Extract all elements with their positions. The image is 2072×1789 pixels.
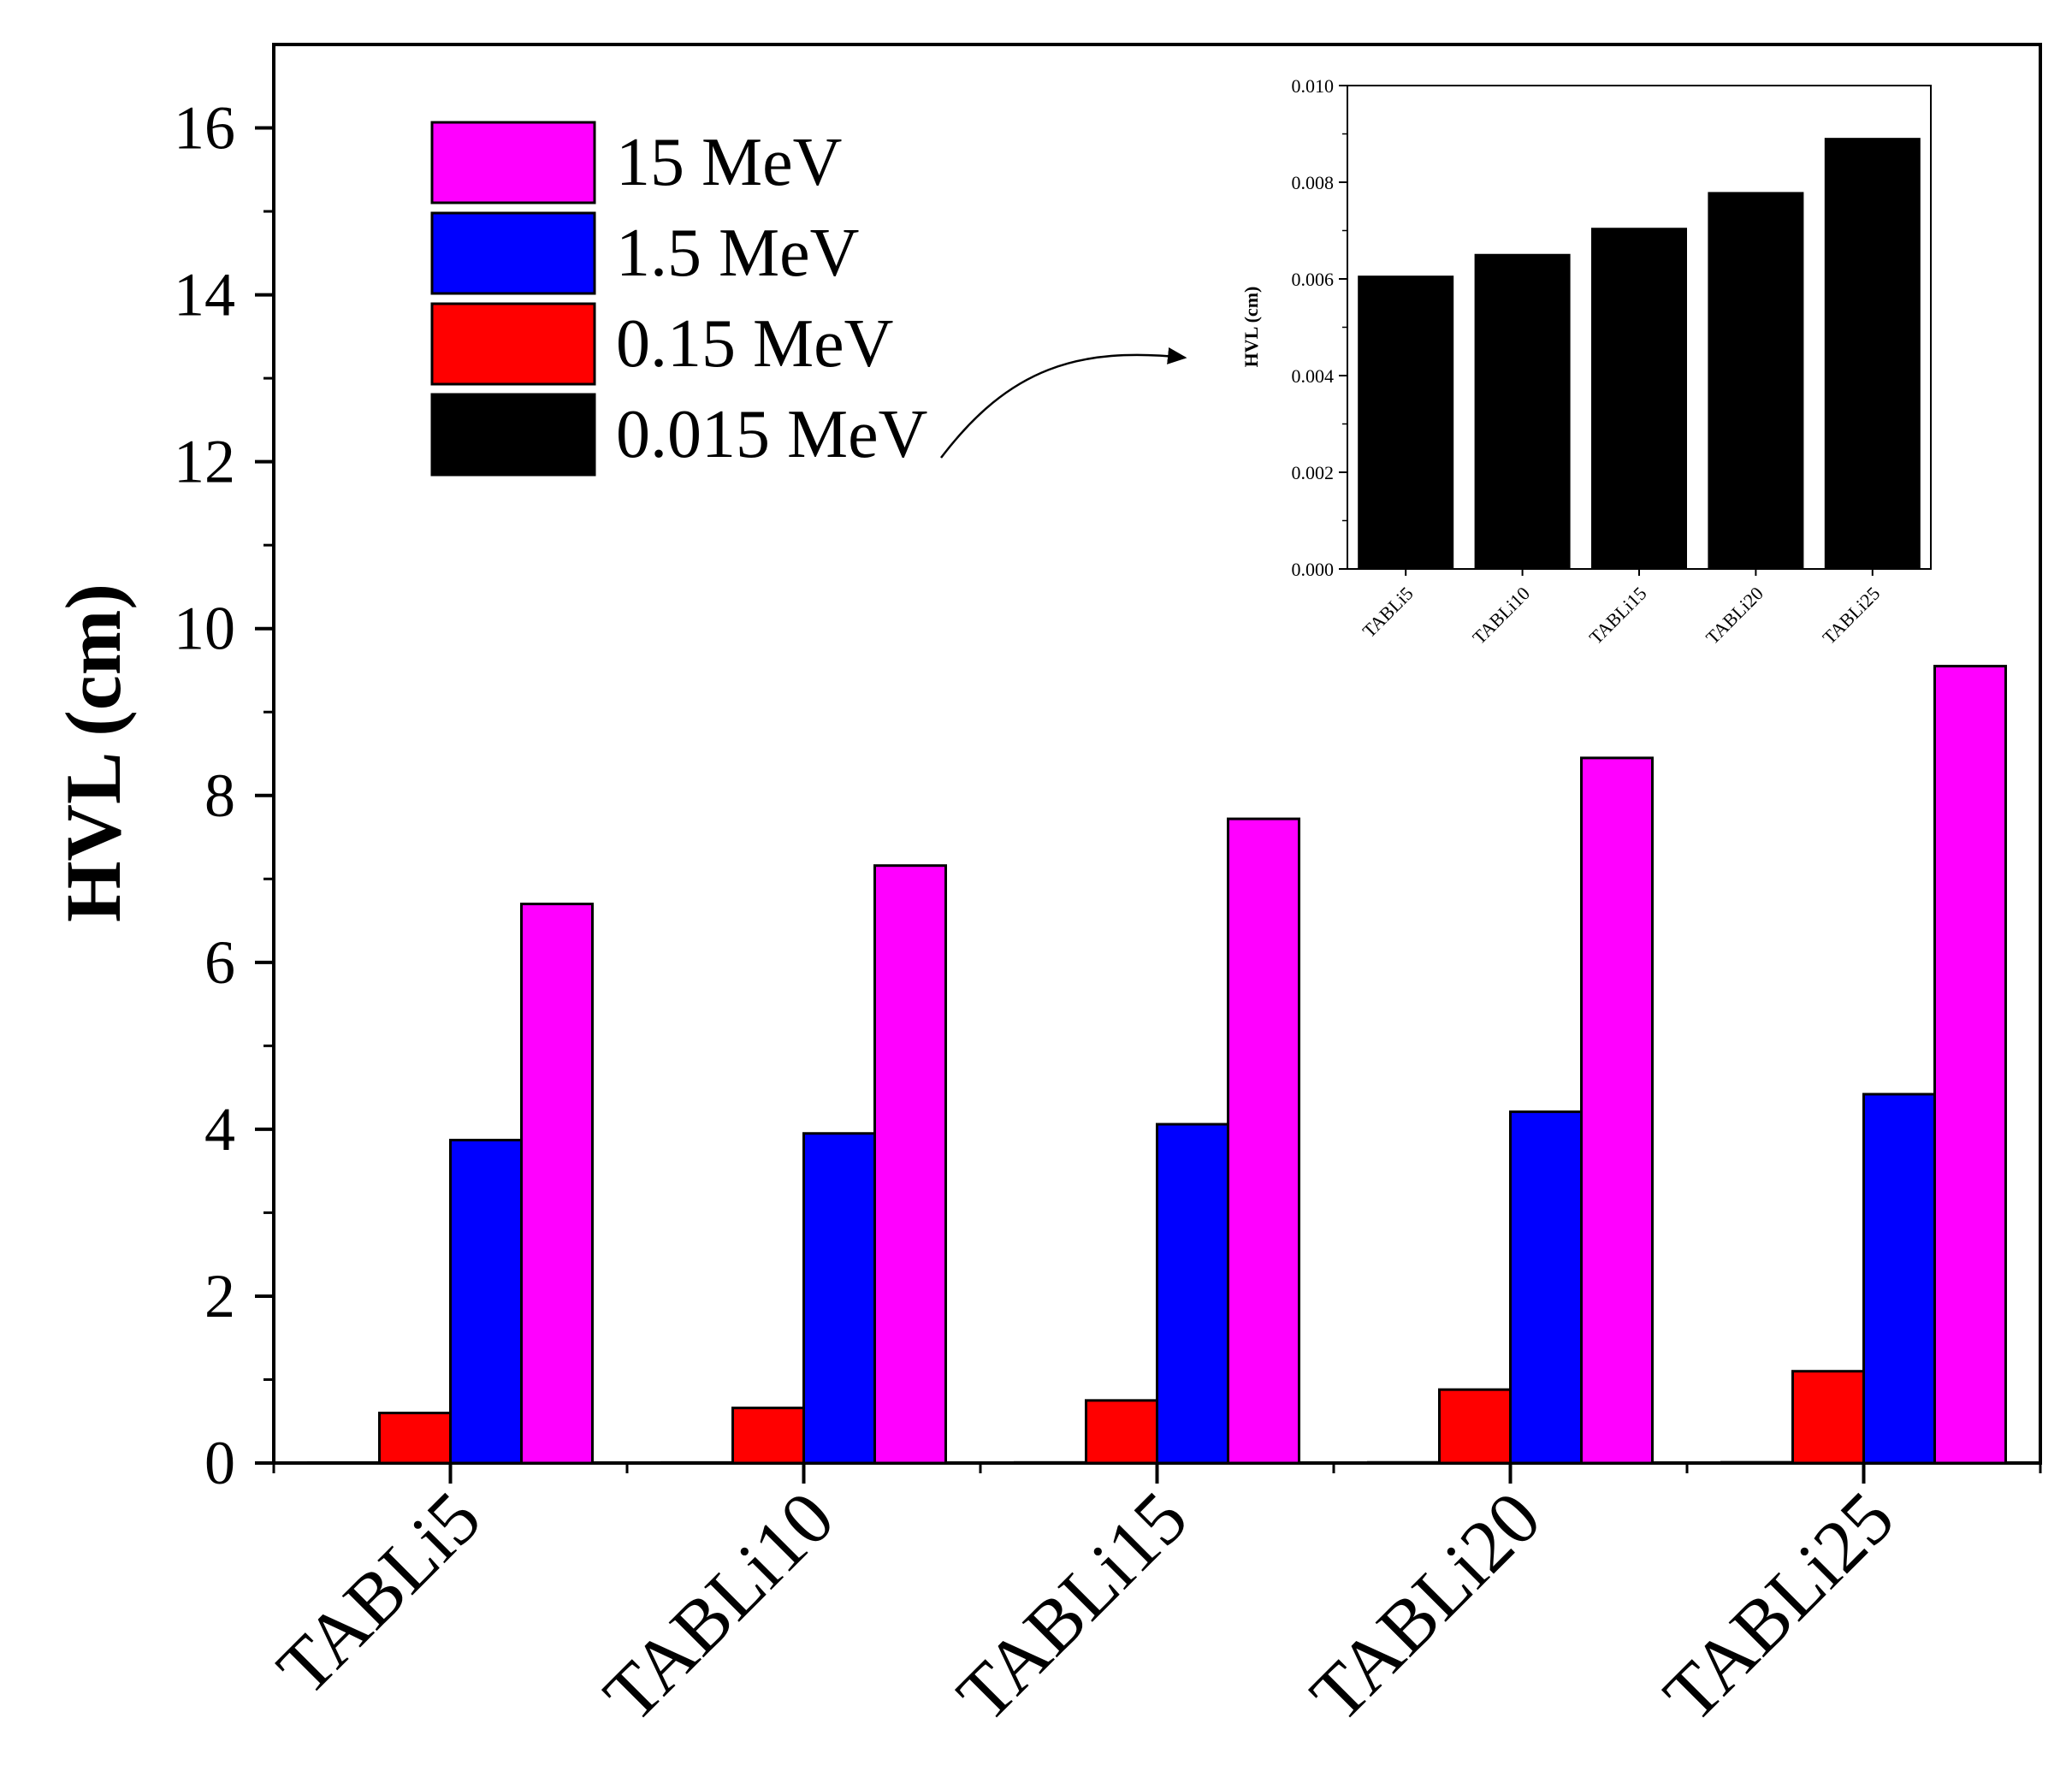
x-tick-label: TABLi15 bbox=[942, 1477, 1204, 1739]
inset-x-tick-label: TABLi5 bbox=[1359, 583, 1418, 642]
inset-y-axis-label: HVL (cm) bbox=[1240, 287, 1262, 368]
x-tick-label: TABLi10 bbox=[589, 1477, 850, 1739]
inset-x-tick-label: TABLi15 bbox=[1585, 583, 1651, 649]
y-tick-label: 10 bbox=[174, 595, 235, 663]
y-axis-label: HVL (cm) bbox=[50, 583, 137, 922]
bar-0-015-mev-tabli25 bbox=[1720, 1460, 1794, 1465]
legend-swatch-0-015-mev bbox=[430, 393, 596, 477]
legend-swatch-1-5-mev bbox=[430, 211, 596, 295]
y-tick-label: 4 bbox=[204, 1095, 235, 1164]
y-tick-label: 16 bbox=[174, 94, 235, 163]
y-tick-label: 8 bbox=[204, 761, 235, 830]
inset-pointer-arrow bbox=[940, 347, 1187, 459]
bar-0-015-mev-tabli20 bbox=[1367, 1460, 1441, 1465]
inset-y-tick-label: 0.010 bbox=[1292, 75, 1335, 97]
bar-0-015-mev-tabli15 bbox=[1014, 1460, 1087, 1465]
y-tick-label: 14 bbox=[174, 261, 235, 329]
bar-15-mev-tabli15 bbox=[1227, 817, 1300, 1465]
inset-y-tick-label: 0.006 bbox=[1292, 269, 1335, 290]
bar-0-15-mev-tabli20 bbox=[1438, 1388, 1512, 1465]
inset-y-tick-label: 0.004 bbox=[1292, 365, 1335, 387]
x-tick-label: TABLi25 bbox=[1649, 1477, 1910, 1739]
inset-chart: 0.000 0.002 0.004 0.006 0.008 0.010 TABLi5 TABL… bbox=[1240, 75, 1932, 649]
y-tick-label: 2 bbox=[204, 1262, 235, 1330]
inset-y-tick-label: 0.008 bbox=[1292, 172, 1335, 193]
bar-0-15-mev-tabli5 bbox=[378, 1411, 452, 1465]
bar-15-mev-tabli25 bbox=[1933, 665, 2007, 1465]
inset-x-tick-label: TABLi25 bbox=[1818, 583, 1884, 649]
bar-0-15-mev-tabli10 bbox=[731, 1407, 805, 1465]
inset-x-tick-label: TABLi20 bbox=[1702, 583, 1767, 649]
bar-1-5-mev-tabli25 bbox=[1862, 1093, 1936, 1465]
inset-y-tick-label: 0.002 bbox=[1292, 462, 1335, 483]
bar-0-015-mev-tabli10 bbox=[660, 1460, 734, 1465]
inset-bar-tabli25 bbox=[1824, 138, 1921, 570]
bar-1-5-mev-tabli5 bbox=[449, 1139, 523, 1465]
legend-label: 0.015 MeV bbox=[616, 397, 927, 472]
bar-1-5-mev-tabli10 bbox=[802, 1132, 876, 1465]
inset-bar-tabli15 bbox=[1591, 228, 1687, 570]
legend-swatch-0-15-mev bbox=[430, 302, 596, 386]
bar-0-015-mev-tabli5 bbox=[307, 1460, 381, 1465]
x-tick-label: TABLi5 bbox=[262, 1477, 496, 1711]
bar-1-5-mev-tabli20 bbox=[1509, 1110, 1583, 1465]
legend-label: 0.15 MeV bbox=[616, 306, 893, 382]
inset-y-tick-label: 0.000 bbox=[1292, 559, 1335, 580]
legend: 15 MeV 1.5 MeV 0.15 MeV 0.015 MeV bbox=[430, 121, 927, 477]
y-tick-label: 0 bbox=[204, 1429, 235, 1497]
bar-0-15-mev-tabli15 bbox=[1085, 1399, 1158, 1465]
inset-bar-tabli10 bbox=[1474, 253, 1571, 570]
inset-x-tick-label: TABLi10 bbox=[1468, 583, 1534, 649]
bar-15-mev-tabli20 bbox=[1580, 756, 1654, 1465]
y-tick-label: 12 bbox=[174, 428, 235, 496]
y-tick-label: 6 bbox=[204, 928, 235, 997]
bar-0-15-mev-tabli25 bbox=[1791, 1370, 1865, 1465]
x-tick-label: TABLi20 bbox=[1295, 1477, 1557, 1739]
inset-bar-tabli5 bbox=[1358, 275, 1454, 570]
legend-label: 15 MeV bbox=[616, 125, 842, 200]
legend-swatch-15-mev bbox=[430, 121, 596, 204]
bar-1-5-mev-tabli15 bbox=[1156, 1123, 1229, 1465]
bar-15-mev-tabli10 bbox=[873, 864, 947, 1465]
bar-15-mev-tabli5 bbox=[520, 903, 594, 1465]
inset-bar-tabli20 bbox=[1708, 192, 1804, 570]
legend-label: 1.5 MeV bbox=[616, 216, 859, 291]
